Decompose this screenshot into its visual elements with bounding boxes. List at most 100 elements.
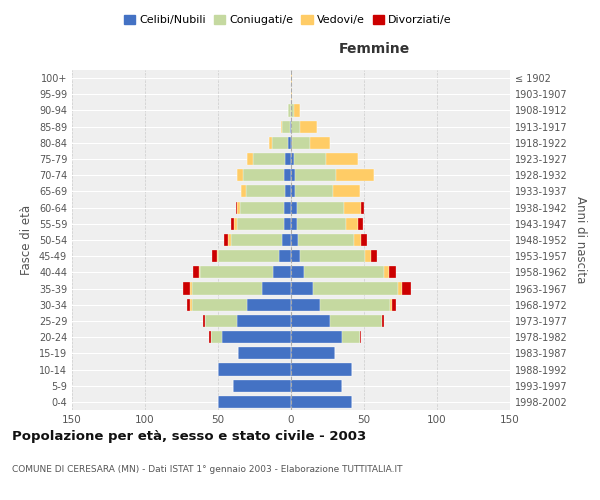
Bar (385, 266, 389, 278)
Bar (192, 282, 262, 294)
Bar (243, 169, 284, 181)
Bar (288, 104, 291, 117)
Bar (240, 202, 284, 213)
Bar (310, 137, 331, 149)
Bar (285, 153, 291, 165)
Bar (320, 298, 390, 311)
Bar (298, 234, 354, 246)
Bar (291, 104, 294, 117)
Bar (272, 137, 288, 149)
Bar (300, 120, 317, 132)
Bar (295, 186, 334, 198)
Bar (359, 331, 361, 343)
Bar (236, 202, 237, 213)
Bar (203, 315, 205, 327)
Bar (291, 137, 292, 149)
Bar (237, 315, 291, 327)
Bar (284, 218, 291, 230)
Bar (389, 266, 396, 278)
Bar (233, 380, 291, 392)
Bar (295, 169, 336, 181)
Bar (237, 169, 243, 181)
Y-axis label: Anni di nascita: Anni di nascita (574, 196, 587, 284)
Bar (234, 218, 237, 230)
Bar (274, 266, 291, 278)
Bar (247, 153, 253, 165)
Bar (288, 137, 291, 149)
Bar (285, 186, 291, 198)
Bar (291, 120, 300, 132)
Bar (392, 298, 396, 311)
Bar (290, 120, 291, 132)
Bar (231, 234, 282, 246)
Bar (382, 315, 385, 327)
Bar (190, 282, 192, 294)
Bar (291, 186, 295, 198)
Bar (238, 348, 291, 360)
Bar (247, 298, 291, 311)
Bar (304, 266, 385, 278)
Bar (336, 169, 374, 181)
Bar (218, 250, 280, 262)
Bar (228, 234, 231, 246)
Bar (269, 137, 272, 149)
Bar (200, 266, 274, 278)
Bar (326, 153, 358, 165)
Bar (199, 266, 200, 278)
Bar (292, 137, 310, 149)
Bar (291, 298, 320, 311)
Text: Femmine: Femmine (338, 42, 410, 56)
Bar (361, 202, 364, 213)
Bar (212, 250, 217, 262)
Bar (291, 234, 298, 246)
Legend: Celibi/Nubili, Coniugati/e, Vedovi/e, Divorziati/e: Celibi/Nubili, Coniugati/e, Vedovi/e, Di… (120, 10, 456, 30)
Bar (291, 282, 313, 294)
Bar (291, 315, 331, 327)
Bar (192, 298, 247, 311)
Bar (218, 396, 291, 408)
Bar (294, 153, 326, 165)
Bar (291, 169, 295, 181)
Bar (342, 331, 359, 343)
Bar (291, 380, 342, 392)
Bar (346, 218, 358, 230)
Bar (371, 250, 377, 262)
Bar (313, 282, 398, 294)
Bar (398, 282, 402, 294)
Bar (291, 396, 352, 408)
Bar (291, 218, 297, 230)
Bar (211, 331, 223, 343)
Bar (280, 250, 291, 262)
Bar (223, 331, 291, 343)
Bar (291, 331, 342, 343)
Bar (331, 315, 382, 327)
Text: COMUNE DI CERESARA (MN) - Dati ISTAT 1° gennaio 2003 - Elaborazione TUTTITALIA.I: COMUNE DI CERESARA (MN) - Dati ISTAT 1° … (12, 465, 403, 474)
Bar (237, 218, 284, 230)
Bar (209, 331, 211, 343)
Bar (190, 298, 192, 311)
Bar (253, 153, 285, 165)
Bar (218, 364, 291, 376)
Bar (361, 234, 367, 246)
Bar (365, 250, 371, 262)
Bar (291, 364, 352, 376)
Bar (358, 218, 362, 230)
Bar (224, 234, 228, 246)
Bar (291, 348, 335, 360)
Bar (291, 153, 294, 165)
Bar (297, 218, 346, 230)
Bar (300, 250, 365, 262)
Bar (241, 186, 246, 198)
Bar (205, 315, 237, 327)
Bar (246, 186, 285, 198)
Bar (354, 234, 361, 246)
Bar (284, 202, 291, 213)
Y-axis label: Fasce di età: Fasce di età (20, 205, 33, 275)
Bar (291, 250, 300, 262)
Bar (282, 120, 290, 132)
Bar (344, 202, 361, 213)
Bar (291, 72, 292, 84)
Bar (281, 120, 282, 132)
Bar (334, 186, 359, 198)
Bar (237, 202, 240, 213)
